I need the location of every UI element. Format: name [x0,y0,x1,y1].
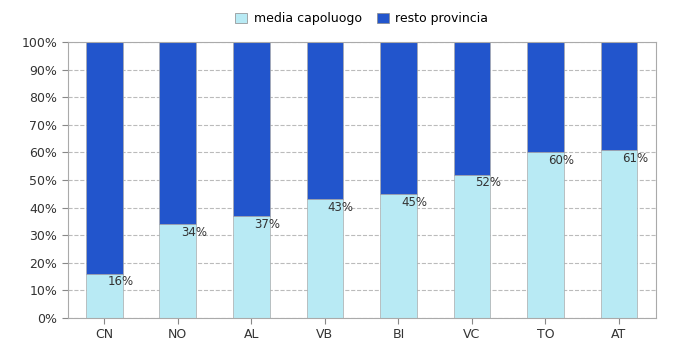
Text: 52%: 52% [475,176,501,189]
Bar [380,42,417,194]
Text: 37%: 37% [254,217,281,231]
Text: 61%: 61% [622,151,648,164]
Bar [306,42,343,199]
Bar [233,42,270,216]
Text: 45%: 45% [402,196,427,209]
Text: 60%: 60% [548,154,575,167]
Bar [233,216,270,318]
Bar [527,152,564,318]
Bar [86,274,123,318]
Text: 34%: 34% [180,226,207,239]
Bar [454,42,490,174]
Bar [380,194,417,318]
Bar [86,42,123,274]
Bar [600,42,637,150]
Bar [600,150,637,318]
Bar [527,42,564,152]
Bar [160,224,196,318]
Bar [454,174,490,318]
Bar [306,199,343,318]
Legend: media capoluogo, resto provincia: media capoluogo, resto provincia [230,7,493,30]
Text: 43%: 43% [328,201,354,214]
Text: 16%: 16% [107,275,133,288]
Bar [160,42,196,224]
